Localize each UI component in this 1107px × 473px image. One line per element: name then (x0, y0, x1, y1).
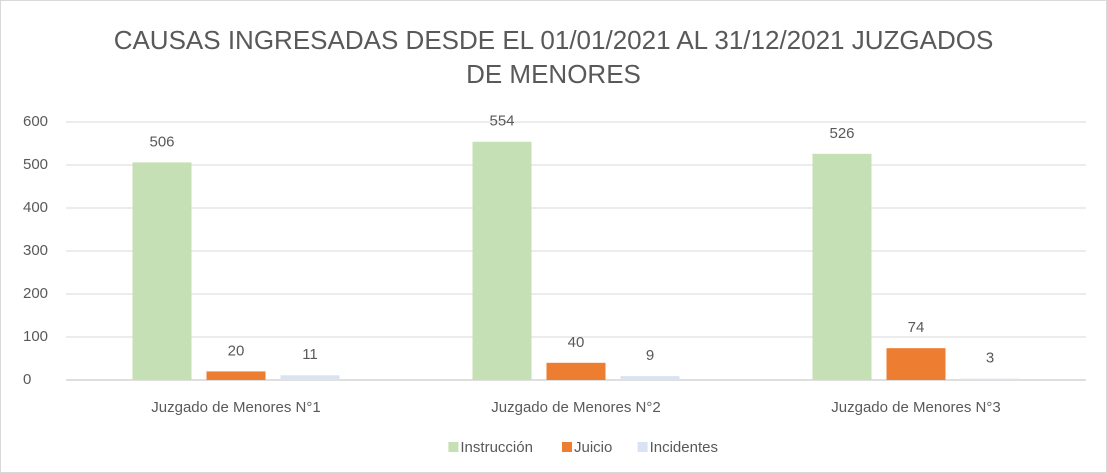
bar (620, 376, 680, 380)
y-tick-label: 400 (23, 199, 48, 216)
data-label: 40 (568, 334, 585, 351)
bar (812, 153, 872, 380)
bar (472, 141, 532, 380)
y-tick-label: 100 (23, 328, 48, 345)
y-tick-label: 300 (23, 242, 48, 259)
bar (886, 348, 946, 380)
legend-label: Instrucción (460, 439, 533, 456)
bar (280, 375, 340, 380)
data-label: 74 (908, 319, 925, 336)
legend-swatch (448, 442, 459, 452)
y-tick-label: 600 (23, 113, 48, 130)
data-label: 9 (646, 347, 654, 364)
x-tick-label: Juzgado de Menores N°1 (151, 399, 320, 416)
y-tick-label: 0 (23, 371, 31, 388)
x-tick-label: Juzgado de Menores N°3 (831, 399, 1000, 416)
bar (206, 371, 266, 380)
legend-label: Incidentes (650, 439, 718, 456)
data-label: 554 (489, 113, 514, 130)
data-label: 526 (829, 125, 854, 142)
bar (960, 378, 1020, 380)
chart-title: CAUSAS INGRESADAS DESDE EL 01/01/2021 AL… (113, 25, 994, 89)
y-tick-label: 500 (23, 156, 48, 173)
legend-label: Juicio (574, 439, 612, 456)
data-label: 11 (302, 346, 318, 363)
bar (132, 162, 192, 380)
legend-swatch (562, 442, 572, 452)
x-tick-label: Juzgado de Menores N°2 (491, 399, 660, 416)
bar (546, 362, 606, 380)
data-label: 20 (228, 342, 245, 359)
data-label: 3 (986, 350, 994, 367)
legend-swatch (637, 442, 648, 452)
data-label: 506 (149, 133, 174, 150)
y-tick-label: 200 (23, 285, 48, 302)
